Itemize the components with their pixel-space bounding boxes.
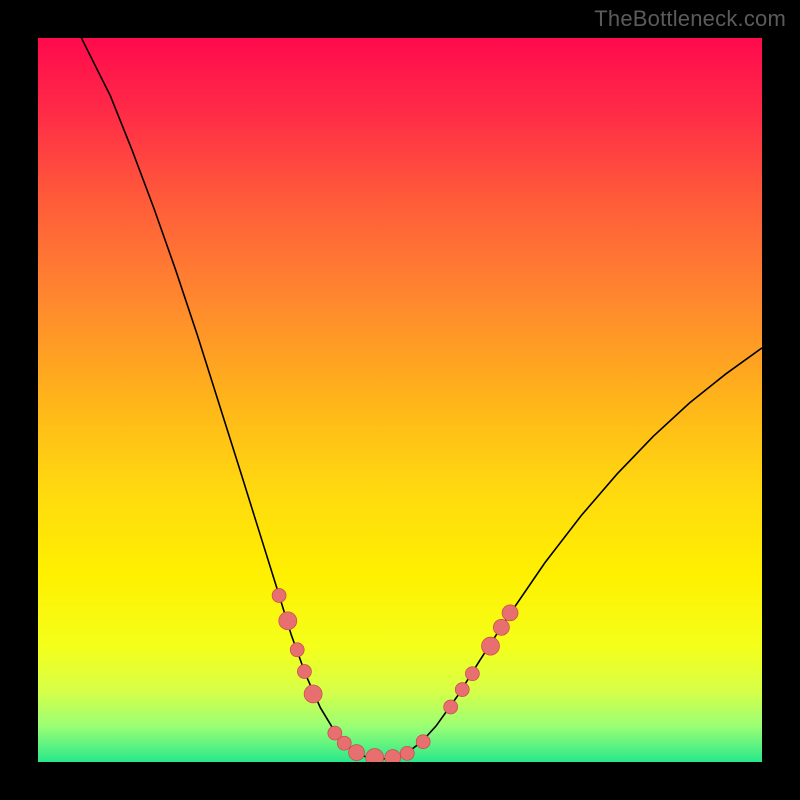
data-marker — [444, 700, 458, 714]
data-marker — [279, 612, 297, 630]
data-marker — [349, 745, 365, 761]
data-marker — [493, 619, 509, 635]
data-marker — [400, 746, 414, 760]
data-marker — [290, 643, 304, 657]
chart-plot — [38, 38, 762, 762]
watermark-text: TheBottleneck.com — [594, 6, 786, 32]
data-marker — [337, 736, 351, 750]
data-marker — [385, 750, 401, 762]
data-marker — [482, 637, 500, 655]
data-marker — [416, 735, 430, 749]
data-marker — [465, 667, 479, 681]
data-marker — [272, 588, 286, 602]
data-marker — [502, 605, 518, 621]
data-marker — [455, 683, 469, 697]
data-marker — [297, 665, 311, 679]
plot-background — [38, 38, 762, 762]
chart-canvas: TheBottleneck.com — [0, 0, 800, 800]
data-marker — [304, 685, 322, 703]
